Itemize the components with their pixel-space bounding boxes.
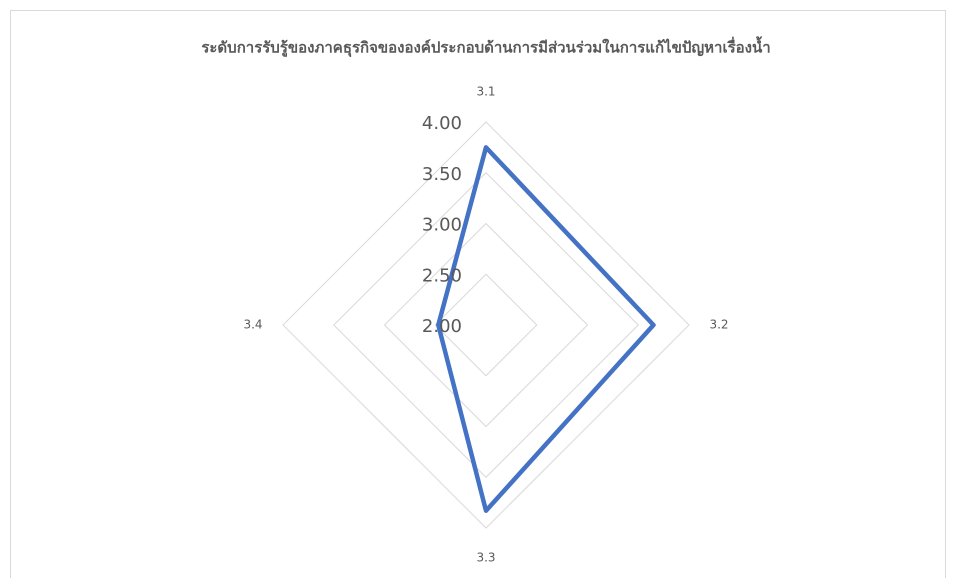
r-tick-label: 2.00 (422, 316, 462, 337)
grid-ring (282, 121, 690, 529)
chart-title: ระดับการรับรู้ของภาคธุรกิจขององค์ประกอบด… (201, 36, 770, 58)
category-label: 3.2 (709, 318, 728, 332)
category-label: 3.3 (476, 551, 495, 565)
r-tick-label: 2.50 (422, 265, 462, 286)
category-label: 3.4 (243, 318, 262, 332)
r-tick-label: 3.00 (422, 215, 462, 236)
category-label: 3.1 (476, 85, 495, 99)
grid-ring (383, 222, 589, 428)
r-tick-label: 3.50 (422, 164, 462, 185)
r-tick-label: 4.00 (422, 113, 462, 134)
series-line (436, 145, 656, 513)
grid-ring (434, 273, 538, 377)
grid-ring (333, 172, 639, 478)
